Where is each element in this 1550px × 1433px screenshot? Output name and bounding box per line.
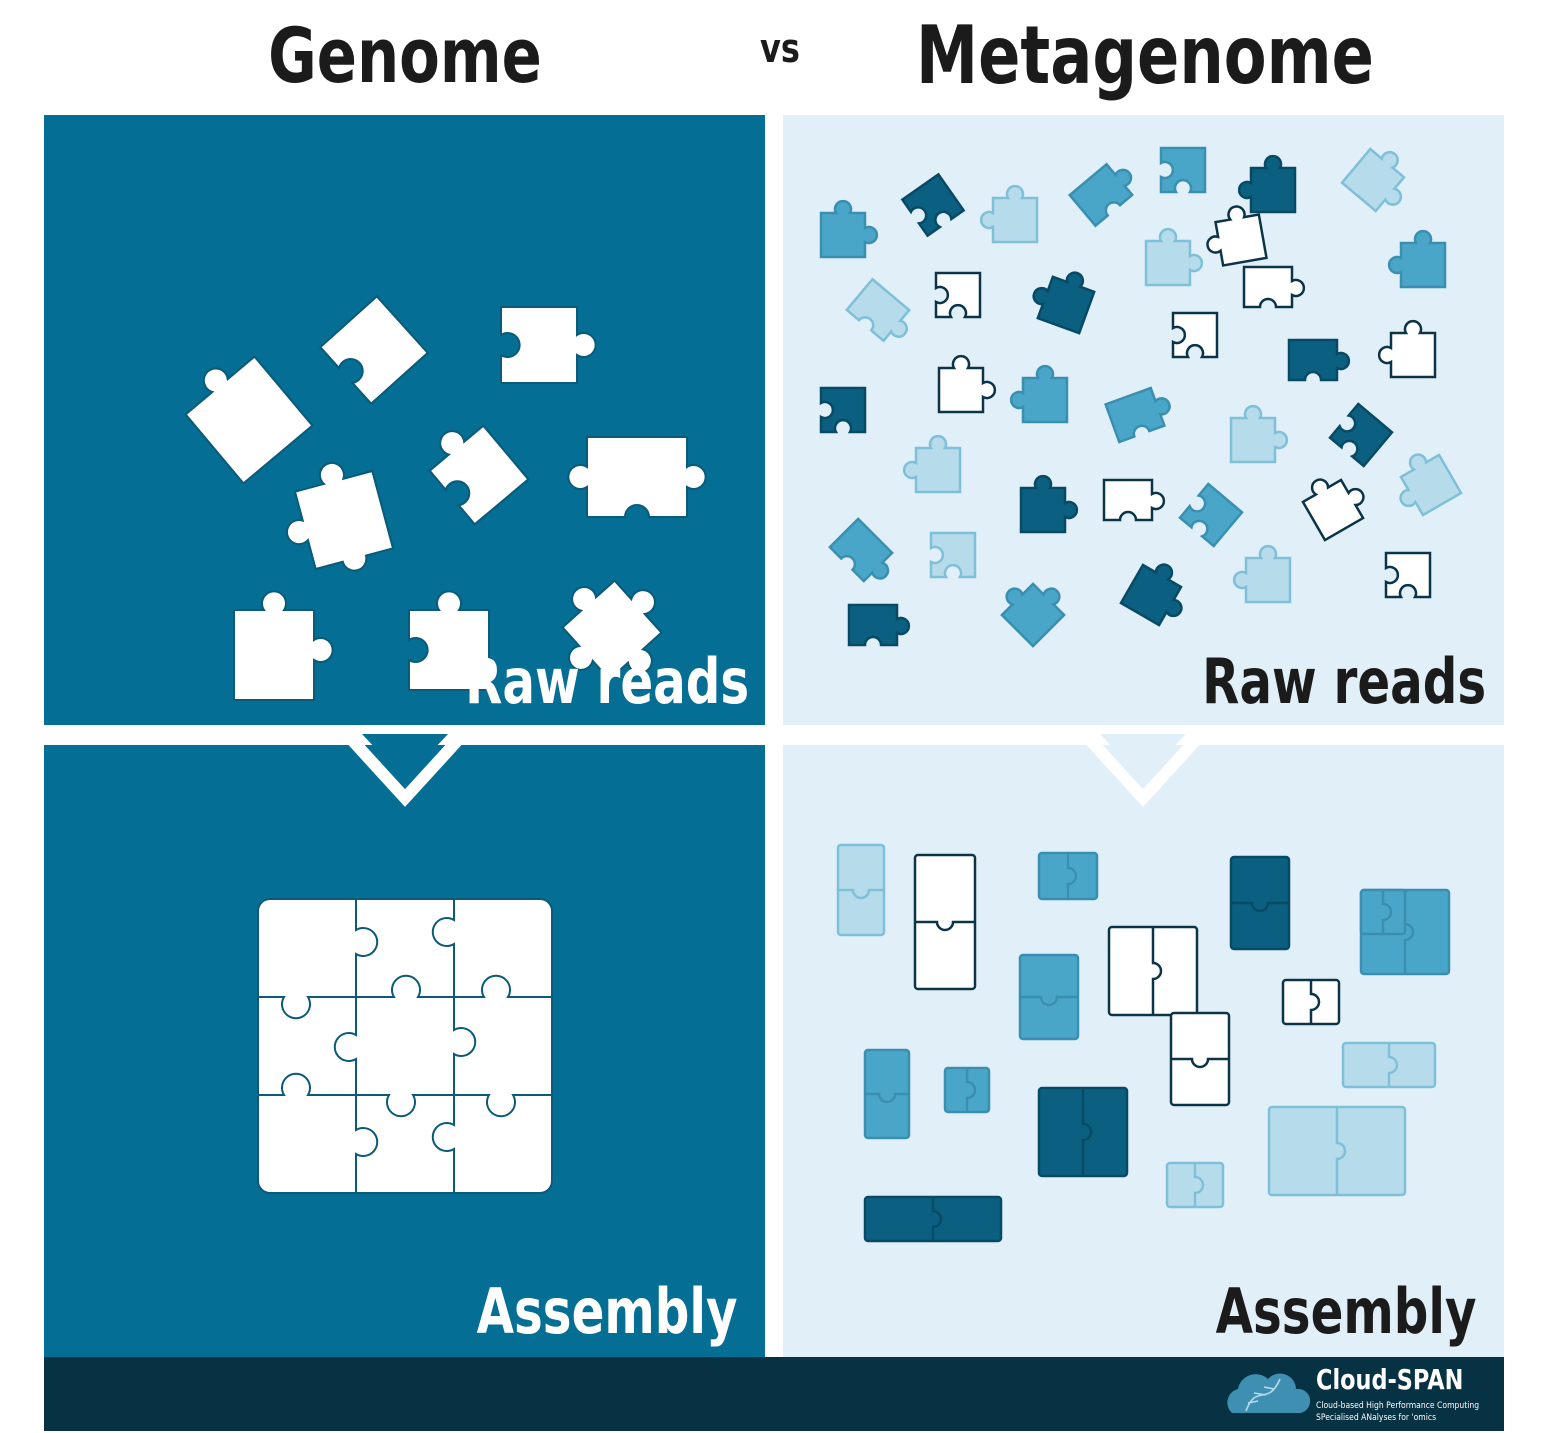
metagenome-assembly-panel: Assembly	[783, 745, 1504, 1357]
puzzle-piece-icon	[428, 424, 530, 526]
brand-tagline-2: SPecialised ANalyses for 'omics	[1316, 1413, 1437, 1423]
puzzle-piece-icon	[1399, 453, 1463, 517]
puzzle-piece-icon	[929, 531, 977, 579]
puzzle-seam	[1081, 1088, 1093, 1176]
genome-raw-label: Raw reads	[464, 645, 749, 718]
metagenome-assembled-groups	[836, 843, 1451, 1243]
genome-assembly-label: Assembly	[476, 1275, 737, 1348]
puzzle-piece-icon	[1144, 227, 1204, 287]
puzzle-seam	[1309, 980, 1321, 1024]
puzzle-seam	[838, 888, 884, 900]
puzzle-seam	[931, 1197, 943, 1241]
puzzle-piece-icon	[567, 436, 707, 518]
puzzle-piece-icon	[285, 461, 395, 572]
puzzle-piece-icon	[1206, 205, 1268, 267]
puzzle-piece-icon	[408, 590, 490, 691]
puzzle-piece-icon	[1019, 474, 1079, 534]
genome-assembly-panel: Assembly	[44, 745, 765, 1357]
puzzle-piece-icon	[1377, 319, 1437, 379]
puzzle-seam	[865, 1092, 909, 1104]
puzzle-piece-icon	[1287, 338, 1351, 382]
puzzle-piece-icon	[1178, 482, 1244, 548]
puzzle-piece-icon	[1328, 402, 1394, 468]
puzzle-seam	[1403, 890, 1415, 974]
puzzle-seam	[1066, 853, 1078, 899]
puzzle-piece-icon	[979, 184, 1039, 244]
arrow-down-icon	[1085, 735, 1201, 807]
metagenome-assembly-label: Assembly	[1215, 1275, 1476, 1348]
puzzle-piece-icon	[1000, 582, 1066, 648]
puzzle-seam	[1020, 995, 1078, 1007]
genome-assembled-grid	[257, 898, 553, 1194]
genome-raw-pieces	[184, 294, 707, 701]
cloud-icon	[1227, 1373, 1310, 1413]
arrow-down-fill	[1100, 734, 1186, 780]
cloud-span-logo: Cloud-SPAN Cloud-based High Performance …	[1224, 1363, 1479, 1425]
puzzle-seam	[1193, 1163, 1205, 1207]
puzzle-piece-icon	[1067, 162, 1135, 228]
puzzle-piece-icon	[819, 199, 879, 259]
puzzle-piece-icon	[900, 172, 966, 238]
puzzle-seam	[1335, 1107, 1347, 1195]
puzzle-seam	[1151, 927, 1163, 1015]
puzzle-seam	[915, 920, 975, 932]
arrow-down-icon	[347, 735, 463, 807]
puzzle-piece-icon	[1242, 265, 1306, 309]
puzzle-piece-icon	[1301, 478, 1365, 542]
puzzle-piece-icon	[561, 579, 663, 681]
puzzle-piece-icon	[318, 294, 430, 406]
puzzle-piece-icon	[500, 306, 597, 384]
puzzle-piece-icon	[1384, 551, 1432, 599]
title-vs: vs	[760, 26, 800, 72]
dna-icon	[1245, 1378, 1281, 1412]
brand-name: Cloud-SPAN	[1316, 1363, 1464, 1396]
puzzle-seam	[1171, 1057, 1229, 1069]
brand-tagline-1: Cloud-based High Performance Computing	[1316, 1401, 1480, 1411]
genome-raw-reads-panel: Raw reads	[44, 115, 765, 725]
puzzle-piece-icon	[1171, 311, 1219, 359]
assembled-puzzle-icon	[257, 898, 553, 1194]
puzzle-piece-icon	[1229, 404, 1289, 464]
puzzle-piece-icon	[1159, 146, 1207, 194]
puzzle-seam	[965, 1068, 977, 1112]
puzzle-piece-icon	[1232, 544, 1292, 604]
title-metagenome: Metagenome	[916, 8, 1374, 102]
puzzle-piece-icon	[902, 434, 962, 494]
puzzle-piece-icon	[844, 277, 912, 343]
metagenome-raw-pieces	[819, 146, 1463, 648]
puzzle-seam	[1381, 890, 1393, 934]
puzzle-seam	[1387, 1043, 1399, 1087]
puzzle-piece-icon	[184, 355, 314, 485]
puzzle-piece-icon	[819, 386, 867, 434]
puzzle-piece-icon	[233, 590, 334, 701]
puzzle-piece-icon	[934, 271, 982, 319]
puzzle-piece-icon	[847, 603, 911, 647]
puzzle-piece-icon	[1119, 563, 1183, 627]
metagenome-raw-label: Raw reads	[1201, 645, 1486, 718]
arrow-down-fill	[362, 734, 448, 780]
metagenome-raw-reads-panel: Raw reads	[783, 115, 1504, 725]
puzzle-piece-icon	[1237, 154, 1297, 214]
puzzle-piece-icon	[828, 517, 894, 583]
puzzle-piece-icon	[1009, 364, 1069, 424]
puzzle-piece-icon	[1340, 147, 1406, 213]
puzzle-piece-icon	[1104, 386, 1171, 444]
puzzle-seam	[1231, 901, 1289, 913]
puzzle-piece-icon	[937, 354, 997, 414]
puzzle-piece-icon	[1102, 478, 1166, 522]
title-genome: Genome	[268, 10, 542, 100]
puzzle-piece-icon	[1387, 229, 1447, 289]
footer-bar: Cloud-SPAN Cloud-based High Performance …	[44, 1357, 1504, 1431]
puzzle-piece-icon	[1032, 271, 1096, 335]
